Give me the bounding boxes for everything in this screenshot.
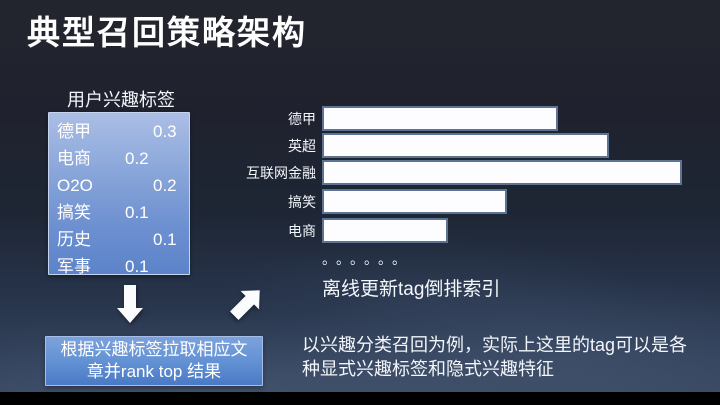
rank-box-line1: 根据兴趣标签拉取相应文 <box>60 340 248 359</box>
chart-row: 电商 <box>230 218 448 243</box>
ellipsis-dots: 。。。。。。 <box>322 252 413 268</box>
chart-bar <box>322 106 558 131</box>
up-right-arrow-icon <box>225 281 269 325</box>
tag-weight: 0.3 <box>153 122 177 141</box>
index-caption: 离线更新tag倒排索引 <box>322 279 501 300</box>
letterbox-bar <box>0 392 720 405</box>
tag-name: 德甲 <box>57 122 91 141</box>
tag-row: 军事 0.1 <box>57 253 189 280</box>
tag-weight: 0.1 <box>125 203 149 222</box>
note-text: 以兴趣分类召回为例，实际上这里的tag可以是各 种显式兴趣标签和隐式兴趣特征 <box>302 333 712 381</box>
tag-weight: 0.2 <box>153 176 177 195</box>
chart-bar <box>322 189 507 214</box>
chart-category-label: 搞笑 <box>288 193 316 210</box>
tag-row: O2O 0.2 <box>57 172 189 199</box>
chart-bar <box>322 218 448 243</box>
tag-row: 电商 0.2 <box>57 145 189 172</box>
page-title: 典型召回策略架构 <box>27 14 307 51</box>
interest-tag-box: 德甲 0.3 电商 0.2 O2O 0.2 搞笑 0.1 历史 0.1 军事 0… <box>48 112 190 276</box>
interest-panel-label: 用户兴趣标签 <box>67 90 175 110</box>
tag-weight: 0.2 <box>125 149 149 168</box>
chart-category-label: 互联网金融 <box>246 164 316 181</box>
tag-name: 历史 <box>57 230 91 249</box>
tag-name: 电商 <box>57 149 91 168</box>
chart-category-label: 英超 <box>288 137 316 154</box>
chart-row: 搞笑 <box>230 189 507 214</box>
chart-bar <box>322 133 609 158</box>
tag-name: 搞笑 <box>57 203 91 222</box>
tag-row: 搞笑 0.1 <box>57 199 189 226</box>
note-line1: 以兴趣分类召回为例，实际上这里的tag可以是各 <box>302 335 688 355</box>
tag-row: 历史 0.1 <box>57 226 189 253</box>
rank-box: 根据兴趣标签拉取相应文 章并rank top 结果 <box>45 336 263 386</box>
chart-category-label: 德甲 <box>288 110 316 127</box>
tag-name: 军事 <box>57 257 91 276</box>
note-line2: 种显式兴趣标签和隐式兴趣特征 <box>302 359 554 379</box>
chart-row: 互联网金融 <box>230 160 682 185</box>
tag-weight: 0.1 <box>125 257 149 276</box>
chart-bar <box>322 160 682 185</box>
chart-row: 德甲 <box>230 106 558 131</box>
arrow-shaft <box>124 285 136 308</box>
tag-row: 德甲 0.3 <box>57 118 189 145</box>
tag-name: O2O <box>57 176 93 195</box>
chart-category-label: 电商 <box>288 222 316 239</box>
down-arrow-icon <box>117 285 143 323</box>
chart-row: 英超 <box>230 133 609 158</box>
arrow-head <box>117 308 143 323</box>
tag-weight: 0.1 <box>153 230 177 249</box>
rank-box-line2: 章并rank top 结果 <box>86 362 222 381</box>
